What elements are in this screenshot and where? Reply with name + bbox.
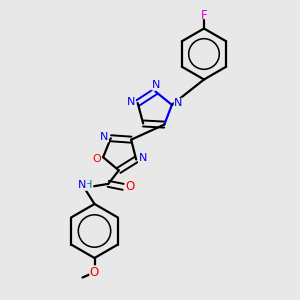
- Text: N: N: [100, 132, 108, 142]
- Text: O: O: [125, 180, 134, 194]
- Text: N: N: [78, 180, 87, 190]
- Text: F: F: [201, 8, 207, 22]
- Text: N: N: [127, 97, 135, 106]
- Text: O: O: [92, 154, 101, 164]
- Text: N: N: [152, 80, 160, 90]
- Text: O: O: [90, 266, 99, 279]
- Text: N: N: [174, 98, 183, 108]
- Text: N: N: [139, 153, 147, 163]
- Text: H: H: [84, 180, 93, 190]
